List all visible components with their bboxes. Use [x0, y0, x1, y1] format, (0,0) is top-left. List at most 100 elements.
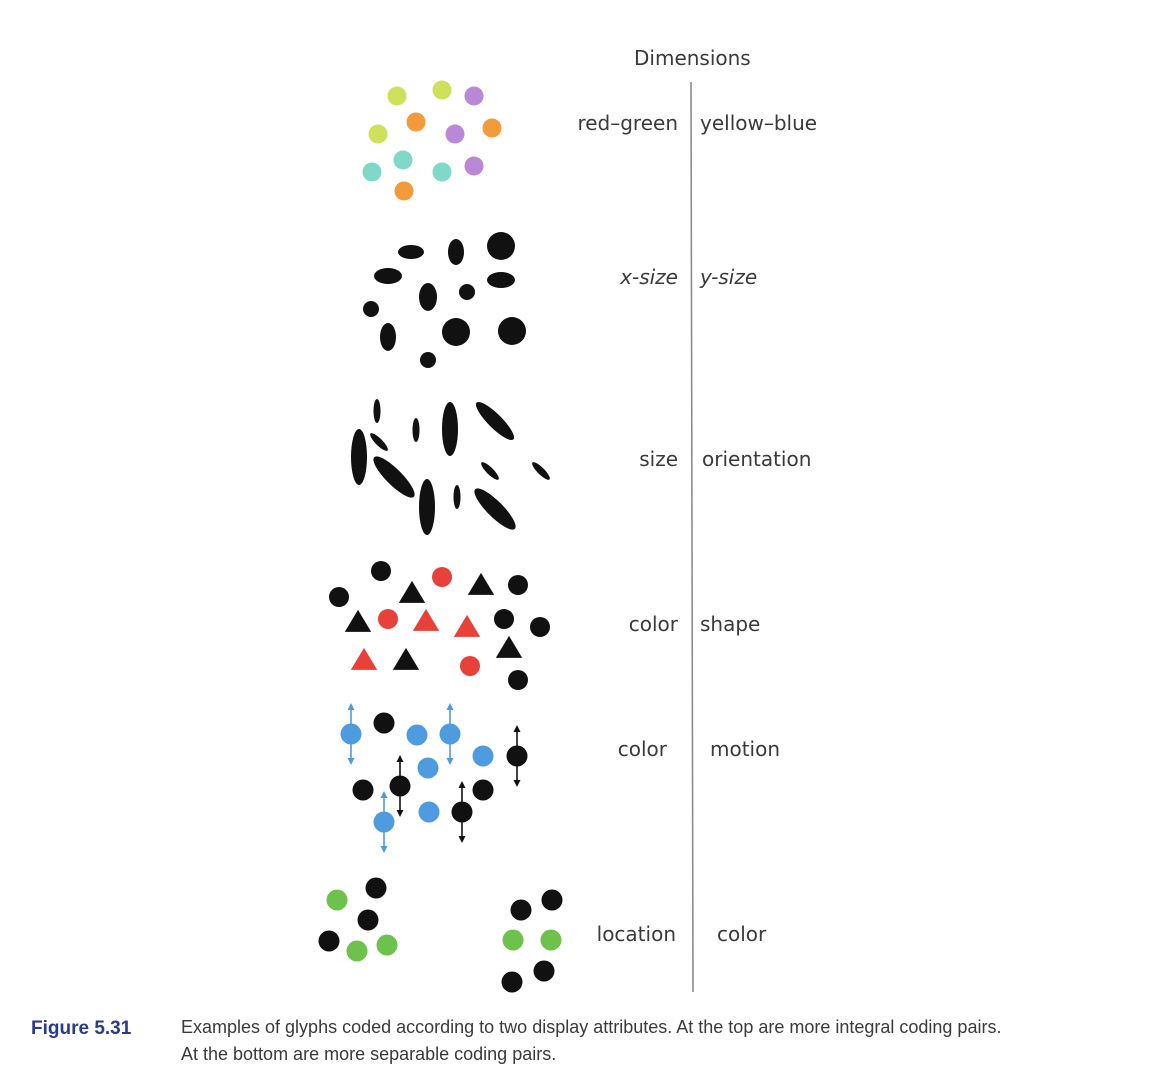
motion-arrow-head — [380, 791, 388, 798]
circle-glyph — [530, 617, 550, 637]
color-dot — [464, 156, 484, 176]
triangle-glyph — [453, 614, 481, 637]
orientation-ellipse — [412, 418, 420, 442]
circle-glyph — [432, 567, 452, 587]
row6-right-label: color — [717, 922, 767, 946]
triangle-glyph — [467, 572, 495, 595]
row5-left-label: color — [617, 737, 667, 761]
orientation-ellipse — [373, 456, 415, 498]
location-dot — [502, 929, 524, 951]
caption-line-1: Examples of glyphs coded according to tw… — [181, 1017, 1002, 1037]
row1-left-label: red–green — [577, 111, 678, 135]
figure-number: Figure 5.31 — [31, 1018, 132, 1039]
triangle-glyph — [350, 647, 378, 670]
row2-right-label: y-size — [700, 265, 758, 289]
location-dot — [533, 960, 555, 982]
color-dot — [482, 118, 502, 138]
motion-arrow-head — [458, 781, 466, 788]
motion-dot — [472, 779, 494, 801]
color-dot — [464, 86, 484, 106]
motion-dot — [417, 757, 439, 779]
color-dot — [368, 124, 388, 144]
motion-dot — [352, 779, 374, 801]
circle-glyph — [508, 575, 528, 595]
dimensions-heading: Dimensions — [634, 46, 751, 70]
circle-glyph — [371, 561, 391, 581]
motion-dot — [506, 745, 528, 767]
location-dot — [357, 909, 379, 931]
color-dot — [432, 162, 452, 182]
size-ellipse — [459, 284, 475, 300]
location-dot — [326, 889, 348, 911]
motion-arrow-head — [347, 703, 355, 710]
circle-glyph — [460, 656, 480, 676]
color-dot — [394, 181, 414, 201]
orientation-ellipse — [419, 479, 435, 535]
triangle-glyph — [495, 635, 523, 658]
orientation-ellipse — [442, 402, 458, 456]
location-dot — [376, 934, 398, 956]
size-ellipse — [380, 323, 396, 351]
color-dot — [445, 124, 465, 144]
motion-dot — [340, 723, 362, 745]
row2-left-label: x-size — [620, 265, 678, 289]
row5-right-label: motion — [710, 737, 781, 761]
color-dot — [393, 150, 413, 170]
row1-right-label: yellow–blue — [700, 111, 818, 135]
orientation-ellipse — [532, 462, 550, 480]
location-dot — [318, 930, 340, 952]
circle-glyph — [508, 670, 528, 690]
size-ellipse — [448, 239, 464, 265]
motion-arrow-head — [396, 755, 404, 762]
orientation-ellipse — [481, 462, 499, 480]
size-ellipse — [374, 268, 402, 284]
location-dot — [346, 940, 368, 962]
motion-dot — [373, 712, 395, 734]
size-ellipse — [420, 352, 436, 368]
row3-left-label: size — [639, 447, 678, 471]
caption-line-2: At the bottom are more separable coding … — [181, 1044, 557, 1064]
row4-left-label: color — [628, 612, 678, 636]
size-ellipse — [498, 317, 526, 345]
motion-dot — [406, 724, 428, 746]
orientation-ellipse — [373, 399, 381, 423]
motion-dot — [418, 801, 440, 823]
size-ellipse — [363, 301, 379, 317]
location-dot — [541, 889, 563, 911]
motion-arrow-head — [396, 810, 404, 817]
size-ellipse — [442, 318, 470, 346]
dimension-divider — [690, 81, 694, 993]
color-dot — [362, 162, 382, 182]
orientation-ellipse — [474, 488, 516, 530]
motion-arrow-head — [446, 703, 454, 710]
triangle-glyph — [412, 608, 440, 631]
color-dot — [387, 86, 407, 106]
circle-glyph — [329, 587, 349, 607]
motion-dot — [451, 801, 473, 823]
motion-dot — [373, 811, 395, 833]
location-dot — [510, 899, 532, 921]
row6-left-label: location — [596, 922, 676, 946]
motion-arrow-head — [513, 725, 521, 732]
size-ellipse — [487, 232, 515, 260]
triangle-glyph — [392, 647, 420, 670]
row4-right-label: shape — [700, 612, 761, 636]
circle-glyph — [494, 609, 514, 629]
triangle-glyph — [344, 609, 372, 632]
motion-dot — [472, 745, 494, 767]
location-dot — [501, 971, 523, 993]
color-dot — [406, 112, 426, 132]
motion-arrow-head — [446, 758, 454, 765]
location-dot — [365, 877, 387, 899]
size-ellipse — [487, 272, 515, 288]
motion-arrow-head — [513, 780, 521, 787]
size-ellipse — [419, 283, 437, 311]
orientation-ellipse — [370, 433, 388, 451]
row3-right-label: orientation — [702, 447, 812, 471]
motion-arrow-head — [347, 758, 355, 765]
circle-glyph — [378, 609, 398, 629]
motion-arrow-head — [458, 836, 466, 843]
color-dot — [432, 80, 452, 100]
